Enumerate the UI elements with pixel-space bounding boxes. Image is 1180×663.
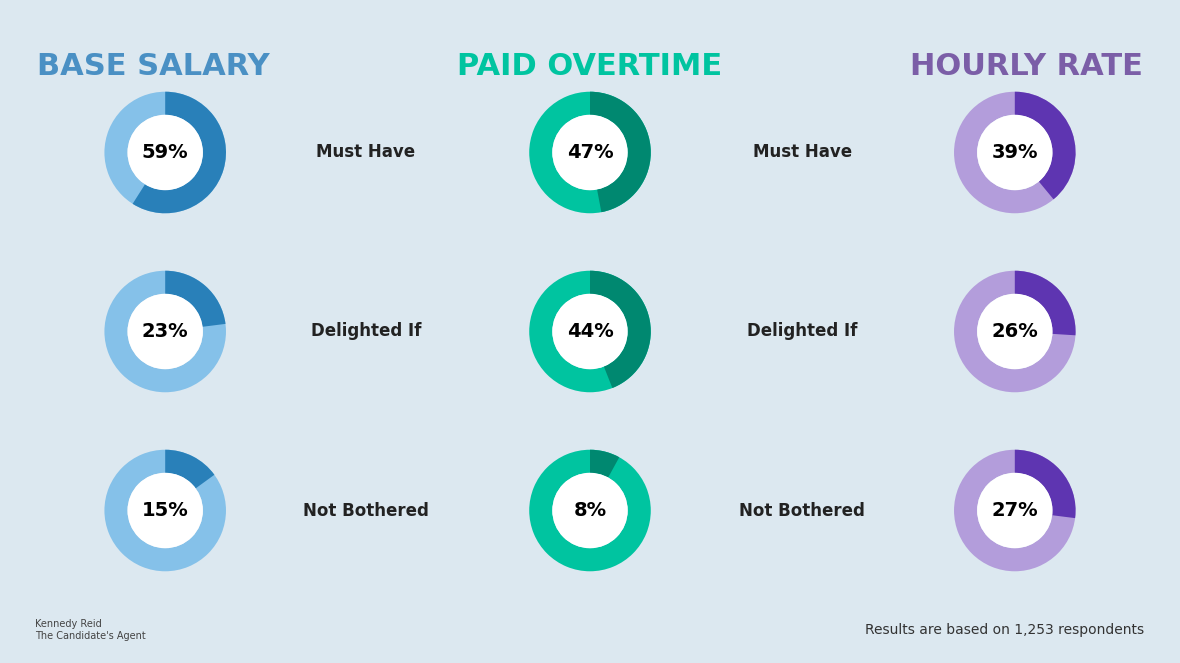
Text: HOURLY RATE: HOURLY RATE [910, 52, 1143, 81]
Text: Delighted If: Delighted If [310, 322, 421, 341]
Wedge shape [953, 450, 1076, 572]
Text: 59%: 59% [142, 143, 189, 162]
Text: 44%: 44% [566, 322, 614, 341]
Wedge shape [953, 271, 1076, 392]
Wedge shape [590, 271, 651, 388]
Text: 26%: 26% [991, 322, 1038, 341]
Text: 47%: 47% [566, 143, 614, 162]
Circle shape [552, 294, 628, 369]
Wedge shape [104, 91, 227, 213]
Text: Must Have: Must Have [316, 143, 415, 162]
Text: Not Bothered: Not Bothered [303, 501, 428, 520]
Text: 27%: 27% [991, 501, 1038, 520]
Wedge shape [1015, 271, 1076, 335]
Wedge shape [529, 91, 651, 213]
Wedge shape [953, 91, 1076, 213]
Text: 15%: 15% [142, 501, 189, 520]
Wedge shape [590, 450, 620, 477]
Wedge shape [590, 91, 651, 212]
Wedge shape [165, 450, 215, 489]
Text: Delighted If: Delighted If [747, 322, 858, 341]
Wedge shape [529, 450, 651, 572]
Wedge shape [1015, 450, 1076, 518]
Text: Not Bothered: Not Bothered [740, 501, 865, 520]
Circle shape [127, 115, 203, 190]
Wedge shape [1015, 91, 1076, 200]
Text: 8%: 8% [573, 501, 607, 520]
Text: BASE SALARY: BASE SALARY [37, 52, 270, 81]
Text: 39%: 39% [991, 143, 1038, 162]
Wedge shape [132, 91, 227, 213]
Wedge shape [104, 450, 227, 572]
Circle shape [127, 473, 203, 548]
Circle shape [552, 115, 628, 190]
Text: Must Have: Must Have [753, 143, 852, 162]
Wedge shape [529, 271, 651, 392]
Text: PAID OVERTIME: PAID OVERTIME [458, 52, 722, 81]
Wedge shape [165, 271, 225, 327]
Circle shape [977, 115, 1053, 190]
Text: Kennedy Reid
The Candidate's Agent: Kennedy Reid The Candidate's Agent [35, 619, 146, 640]
Circle shape [127, 294, 203, 369]
Text: Results are based on 1,253 respondents: Results are based on 1,253 respondents [865, 623, 1145, 637]
Circle shape [977, 294, 1053, 369]
Circle shape [552, 473, 628, 548]
Text: 23%: 23% [142, 322, 189, 341]
Circle shape [977, 473, 1053, 548]
Wedge shape [104, 271, 227, 392]
